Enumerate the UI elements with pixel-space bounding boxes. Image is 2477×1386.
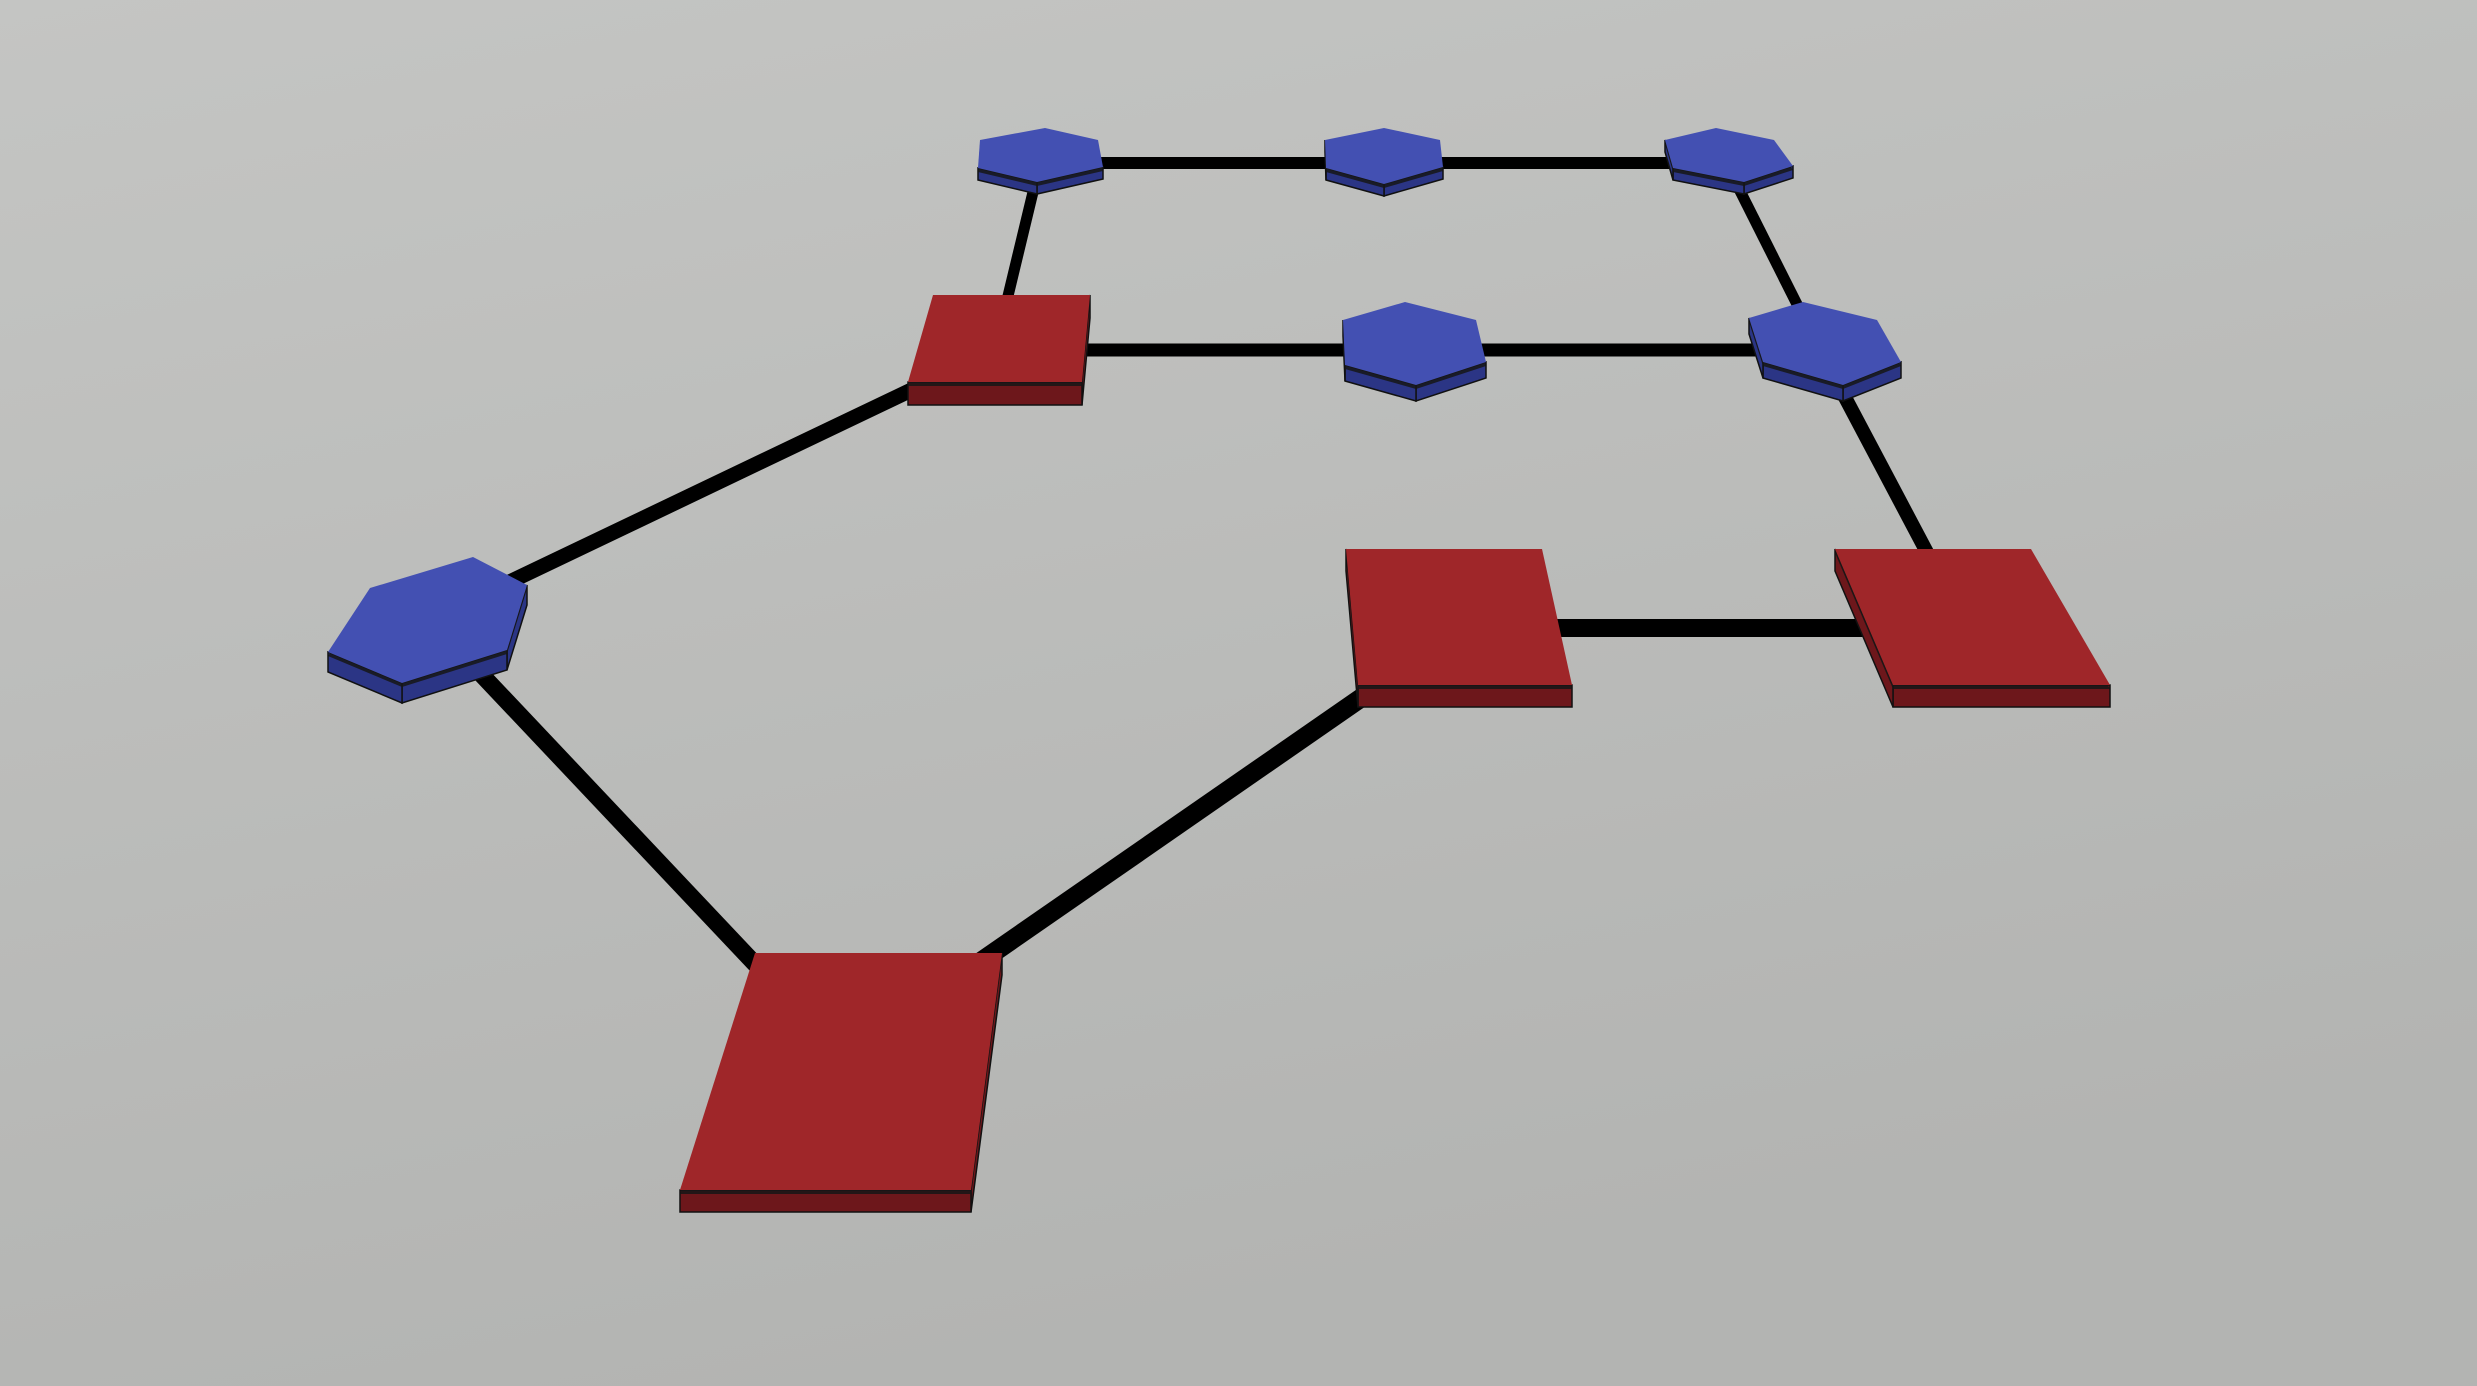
node-square-upper-left xyxy=(907,294,1091,406)
hexagon-node-top-face xyxy=(1749,302,1901,385)
node-side-square-right xyxy=(1834,548,2111,708)
node-hex-left xyxy=(327,557,528,705)
hexagon-node-top-face xyxy=(328,557,527,683)
node-hex-right xyxy=(1748,302,1902,403)
node-hex-top-left xyxy=(977,128,1104,195)
edge-square-upper-left-to-hex-left xyxy=(426,343,999,627)
hexagon-node-top-face xyxy=(1343,302,1486,385)
node-hex-middle xyxy=(1342,302,1487,403)
node-square-center xyxy=(1345,548,1573,708)
node-side-square-bottom xyxy=(679,952,1003,1213)
hexagon-node-top-face xyxy=(1665,128,1793,182)
square-node-top-face xyxy=(1835,549,2110,685)
square-node-top-face xyxy=(1346,549,1572,685)
node-hex-top-middle xyxy=(1324,128,1444,197)
hexagon-node-top-face xyxy=(1325,128,1443,184)
node-side-hex-left xyxy=(327,584,528,705)
node-square-right xyxy=(1834,548,2111,708)
node-hex-top-right xyxy=(1664,128,1794,196)
hexagon-node-top-face xyxy=(978,128,1103,182)
node-square-bottom xyxy=(679,952,1003,1213)
square-node-top-face xyxy=(680,953,1002,1190)
square-node-top-face xyxy=(908,295,1090,382)
nodes-layer xyxy=(327,128,2111,1213)
